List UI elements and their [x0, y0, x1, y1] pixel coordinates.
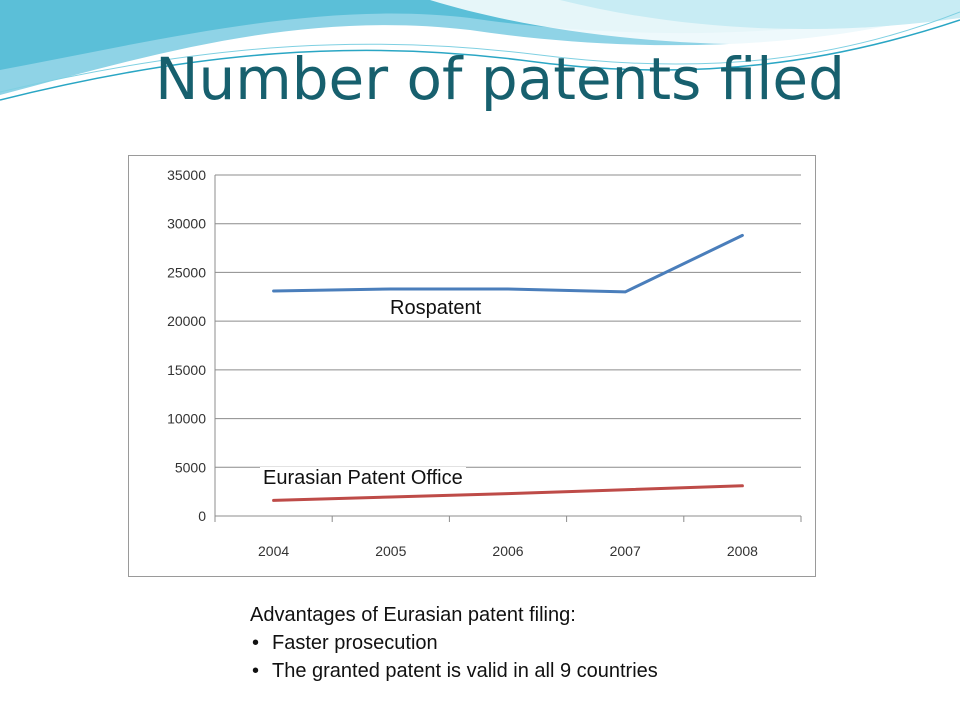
header-wave-decoration: [0, 0, 960, 101]
chart-area: 0 5000 10000 15000 20000 25000 30000 35000 2004 2…: [128, 155, 816, 577]
y-tick-label: 35000: [167, 167, 206, 183]
notes-heading: Advantages of Eurasian patent filing:: [250, 604, 576, 626]
notes-list: Faster prosecution The granted patent is…: [250, 629, 658, 685]
y-tick-label: 30000: [167, 216, 206, 232]
y-tick-label: 15000: [167, 362, 206, 378]
x-tick-label: 2008: [727, 543, 758, 559]
y-tick-label: 25000: [167, 264, 206, 280]
line-chart: 0 5000 10000 15000 20000 25000 30000 35000 2004 2…: [167, 167, 802, 559]
x-tick-label: 2004: [258, 543, 289, 559]
x-tick-label: 2007: [610, 543, 641, 559]
notes-block: Advantages of Eurasian patent filing: Fa…: [250, 601, 658, 685]
y-tick-label: 20000: [167, 313, 206, 329]
y-tick-label: 0: [198, 508, 206, 524]
notes-item: Faster prosecution: [250, 629, 658, 657]
series-line-rospatent: [272, 233, 744, 294]
x-tick-label: 2006: [492, 543, 523, 559]
series-label-rospatent: Rospatent: [387, 297, 485, 320]
series-line-eurasian-patent-office: [272, 484, 744, 502]
series-label-eurasian-patent-office: Eurasian Patent Office: [260, 467, 466, 490]
y-tick-label: 10000: [167, 411, 206, 427]
y-tick-label: 5000: [175, 459, 206, 475]
page-title: Number of patents filed: [155, 45, 845, 113]
x-tick-label: 2005: [375, 543, 406, 559]
notes-item: The granted patent is valid in all 9 cou…: [250, 657, 658, 685]
